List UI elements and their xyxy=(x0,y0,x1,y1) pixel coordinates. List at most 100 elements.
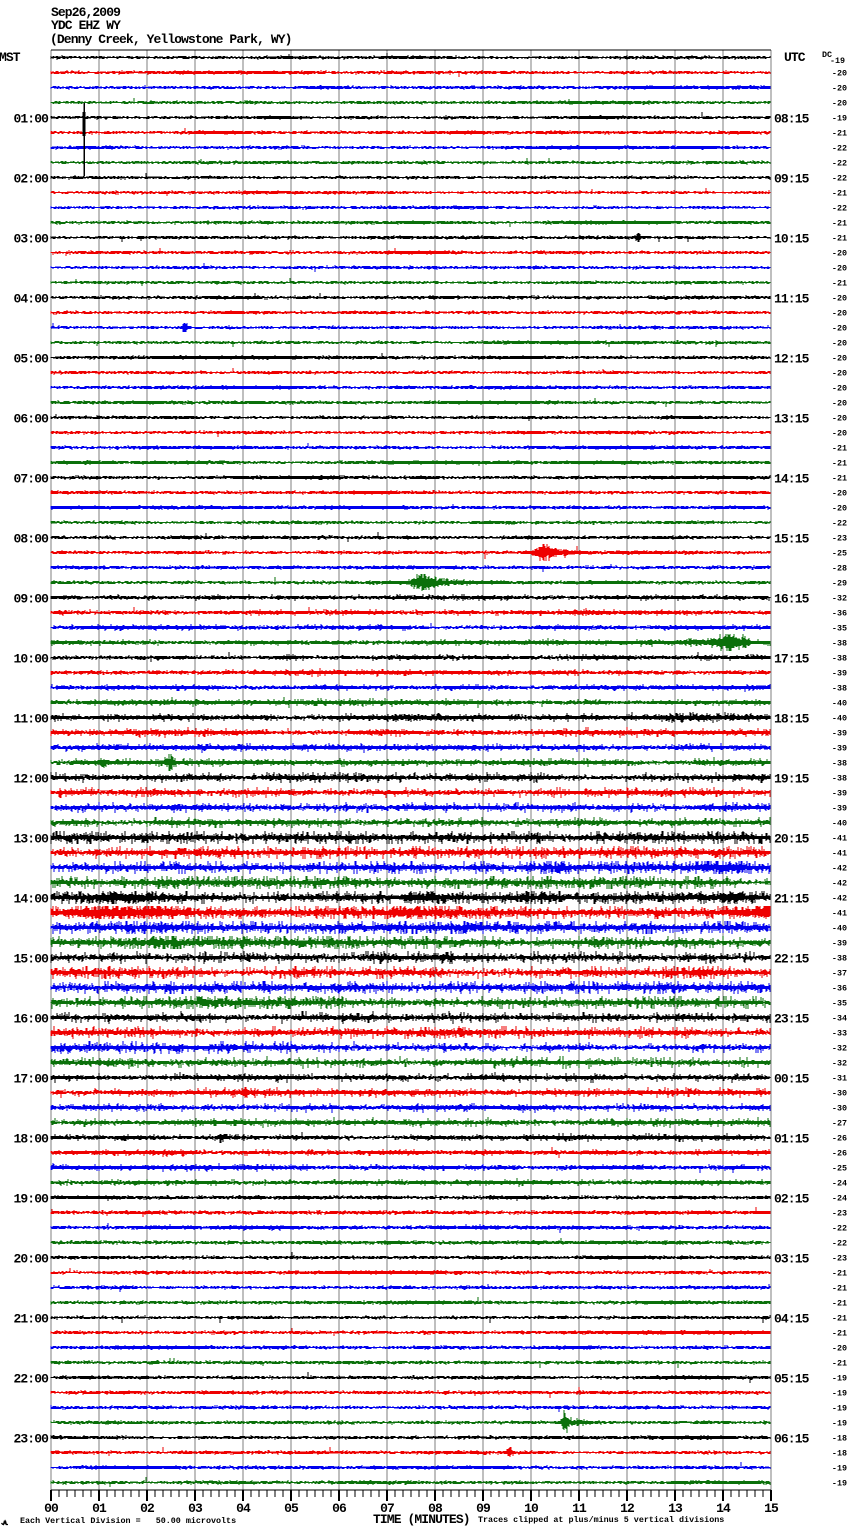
svg-text:13:00: 13:00 xyxy=(13,832,49,847)
svg-text:-22: -22 xyxy=(832,144,847,154)
svg-text:-38: -38 xyxy=(832,639,847,649)
svg-text:-35: -35 xyxy=(832,624,847,634)
svg-text:-27: -27 xyxy=(832,1119,847,1129)
svg-text:-34: -34 xyxy=(832,1014,847,1024)
svg-text:-39: -39 xyxy=(832,804,847,814)
svg-text:-22: -22 xyxy=(832,174,847,184)
svg-text:-38: -38 xyxy=(832,954,847,964)
svg-text:-20: -20 xyxy=(832,1344,847,1354)
svg-text:-22: -22 xyxy=(832,159,847,169)
svg-text:10:15: 10:15 xyxy=(774,232,810,247)
svg-text:14: 14 xyxy=(716,1501,731,1516)
svg-text:04: 04 xyxy=(236,1501,251,1516)
svg-text:15:00: 15:00 xyxy=(13,952,49,967)
svg-text:06: 06 xyxy=(332,1501,347,1516)
svg-text:-40: -40 xyxy=(832,699,847,709)
svg-text:DC: DC xyxy=(822,50,832,60)
svg-text:-36: -36 xyxy=(832,984,847,994)
svg-text:-20: -20 xyxy=(832,99,847,109)
svg-text:09:00: 09:00 xyxy=(13,592,49,607)
svg-text:21:15: 21:15 xyxy=(774,892,810,907)
svg-text:(Denny Creek, Yellowstone Park: (Denny Creek, Yellowstone Park, WY) xyxy=(50,32,292,47)
svg-text:-21: -21 xyxy=(832,279,847,289)
svg-text:-21: -21 xyxy=(832,459,847,469)
svg-text:-39: -39 xyxy=(832,939,847,949)
svg-text:-37: -37 xyxy=(832,969,847,979)
svg-text:-22: -22 xyxy=(832,204,847,214)
svg-text:-20: -20 xyxy=(832,294,847,304)
svg-text:-20: -20 xyxy=(832,69,847,79)
svg-text:-38: -38 xyxy=(832,654,847,664)
svg-text:-42: -42 xyxy=(832,879,847,889)
svg-text:-41: -41 xyxy=(832,834,847,844)
svg-text:00: 00 xyxy=(44,1501,59,1516)
svg-text:09:15: 09:15 xyxy=(774,172,810,187)
svg-text:-20: -20 xyxy=(832,489,847,499)
svg-text:-26: -26 xyxy=(832,1149,847,1159)
svg-text:-20: -20 xyxy=(832,339,847,349)
svg-text:-21: -21 xyxy=(832,1314,847,1324)
svg-text:-20: -20 xyxy=(832,84,847,94)
svg-text:-30: -30 xyxy=(832,1104,847,1114)
svg-text:07:00: 07:00 xyxy=(13,472,49,487)
svg-text:-36: -36 xyxy=(832,609,847,619)
svg-text:-41: -41 xyxy=(832,849,847,859)
svg-text:-39: -39 xyxy=(832,729,847,739)
svg-text:-24: -24 xyxy=(832,1179,847,1189)
svg-text:-38: -38 xyxy=(832,759,847,769)
svg-text:-19: -19 xyxy=(830,56,845,66)
svg-text:UTC: UTC xyxy=(784,50,806,65)
svg-text:-21: -21 xyxy=(832,234,847,244)
svg-text:YDC EHZ WY: YDC EHZ WY xyxy=(51,18,121,33)
svg-text:MST: MST xyxy=(0,50,21,65)
svg-text:-20: -20 xyxy=(832,504,847,514)
svg-text:-20: -20 xyxy=(832,309,847,319)
svg-text:-23: -23 xyxy=(832,534,847,544)
svg-text:02: 02 xyxy=(140,1501,155,1516)
svg-text:-32: -32 xyxy=(832,594,847,604)
svg-text:-28: -28 xyxy=(832,564,847,574)
svg-text:-25: -25 xyxy=(832,549,847,559)
svg-text:-39: -39 xyxy=(832,789,847,799)
svg-text:08:00: 08:00 xyxy=(13,532,49,547)
svg-text:08: 08 xyxy=(428,1501,443,1516)
svg-text:-19: -19 xyxy=(832,1419,847,1429)
svg-text:11:15: 11:15 xyxy=(774,292,810,307)
svg-text:05:00: 05:00 xyxy=(13,352,49,367)
svg-text:14:00: 14:00 xyxy=(13,892,49,907)
svg-text:14:15: 14:15 xyxy=(774,472,810,487)
svg-text:21:00: 21:00 xyxy=(13,1312,49,1327)
svg-text:18:15: 18:15 xyxy=(774,712,810,727)
svg-text:02:15: 02:15 xyxy=(774,1192,810,1207)
svg-text:06:15: 06:15 xyxy=(774,1432,810,1447)
svg-text:18:00: 18:00 xyxy=(13,1132,49,1147)
svg-text:-42: -42 xyxy=(832,894,847,904)
svg-text:-21: -21 xyxy=(832,129,847,139)
svg-text:11: 11 xyxy=(572,1501,587,1516)
svg-text:-18: -18 xyxy=(832,1434,847,1444)
svg-text:02:00: 02:00 xyxy=(13,172,49,187)
svg-text:-21: -21 xyxy=(832,219,847,229)
svg-text:06:00: 06:00 xyxy=(13,412,49,427)
svg-text:-35: -35 xyxy=(832,999,847,1009)
svg-text:-29: -29 xyxy=(832,579,847,589)
svg-text:-20: -20 xyxy=(832,264,847,274)
svg-text:-22: -22 xyxy=(832,1224,847,1234)
svg-text:-41: -41 xyxy=(832,909,847,919)
svg-text:-38: -38 xyxy=(832,684,847,694)
svg-text:-19: -19 xyxy=(832,114,847,124)
svg-text:-19: -19 xyxy=(832,1374,847,1384)
svg-text:-31: -31 xyxy=(832,1074,847,1084)
svg-text:-40: -40 xyxy=(832,819,847,829)
svg-text:-21: -21 xyxy=(832,1284,847,1294)
svg-text:04:00: 04:00 xyxy=(13,292,49,307)
svg-text:12:15: 12:15 xyxy=(774,352,810,367)
svg-text:-40: -40 xyxy=(832,924,847,934)
svg-text:23:15: 23:15 xyxy=(774,1012,810,1027)
svg-text:09: 09 xyxy=(476,1501,491,1516)
svg-text:19:15: 19:15 xyxy=(774,772,810,787)
svg-text:13:15: 13:15 xyxy=(774,412,810,427)
svg-text:-39: -39 xyxy=(832,669,847,679)
svg-text:-19: -19 xyxy=(832,1464,847,1474)
svg-text:16:00: 16:00 xyxy=(13,1012,49,1027)
